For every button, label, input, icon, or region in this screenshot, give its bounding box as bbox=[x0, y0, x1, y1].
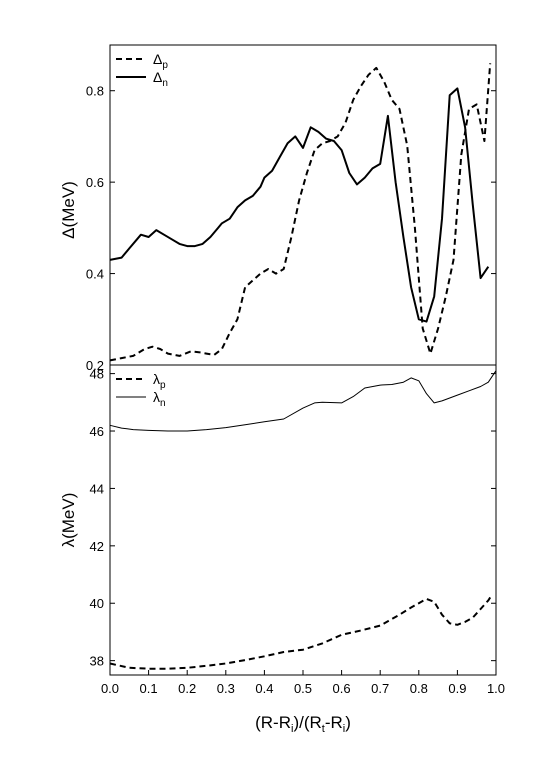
bottom-series-p-line bbox=[109, 594, 493, 670]
x-tick-label: 0.1 bbox=[140, 681, 158, 696]
top-y-tick-label: 0.2 bbox=[86, 358, 104, 373]
top-series-p-line bbox=[109, 63, 492, 362]
bottom-plot-frame bbox=[109, 364, 497, 676]
top-legend-label-p: Δp bbox=[153, 51, 168, 71]
bottom-series-lines bbox=[109, 370, 497, 670]
x-tick-label: 1.0 bbox=[487, 681, 505, 696]
top-legend-label-n: Δn bbox=[153, 69, 168, 89]
top-y-axis-ticks: 0.2 0.4 0.6 0.8 bbox=[86, 84, 496, 373]
bottom-legend-label-n: λn bbox=[153, 389, 166, 409]
top-y-tick-label: 0.4 bbox=[86, 267, 104, 282]
x-axis-label: (R-Ri)/(Rt-Ri) bbox=[255, 713, 351, 735]
x-tick-label: 0.8 bbox=[410, 681, 428, 696]
bottom-panel-lambda: 38 40 42 44 46 48 0.0 0.1 0.2 0.3 0.4 0.5 0.6 0.7 0.8… bbox=[59, 364, 505, 735]
bottom-y-tick-label: 42 bbox=[90, 539, 104, 554]
top-plot-frame bbox=[109, 44, 497, 366]
x-tick-label: 0.4 bbox=[255, 681, 273, 696]
bottom-y-tick-label: 46 bbox=[90, 424, 104, 439]
x-tick-label: 0.5 bbox=[294, 681, 312, 696]
bottom-y-tick-label: 40 bbox=[90, 596, 104, 611]
bottom-x-axis-ticks: 0.0 0.1 0.2 0.3 0.4 0.5 0.6 0.7 0.8 0.9 1.0 bbox=[101, 670, 505, 696]
bottom-y-axis-label: λ(MeV) bbox=[59, 493, 78, 548]
top-y-tick-label: 0.8 bbox=[86, 84, 104, 99]
bottom-y-tick-label: 48 bbox=[90, 367, 104, 382]
bottom-y-tick-label: 38 bbox=[90, 654, 104, 669]
x-tick-label: 0.2 bbox=[178, 681, 196, 696]
top-y-axis-label: Δ(MeV) bbox=[59, 181, 78, 239]
x-tick-label: 0.9 bbox=[448, 681, 466, 696]
bottom-legend-label-p: λp bbox=[153, 371, 166, 391]
x-tick-label: 0.6 bbox=[333, 681, 351, 696]
bottom-y-tick-label: 44 bbox=[90, 481, 104, 496]
top-series-lines bbox=[109, 63, 492, 362]
bottom-series-n-line bbox=[109, 370, 497, 432]
x-tick-label: 0.0 bbox=[101, 681, 119, 696]
x-tick-label: 0.3 bbox=[217, 681, 235, 696]
top-series-n-line bbox=[109, 87, 490, 323]
bottom-y-axis-ticks: 38 40 42 44 46 48 bbox=[90, 367, 496, 669]
top-y-tick-label: 0.6 bbox=[86, 175, 104, 190]
x-tick-label: 0.7 bbox=[371, 681, 389, 696]
